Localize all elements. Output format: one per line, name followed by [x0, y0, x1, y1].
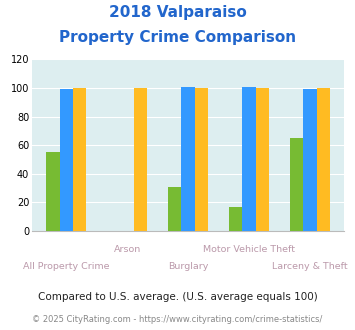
Bar — [317, 88, 330, 231]
Text: Property Crime Comparison: Property Crime Comparison — [59, 30, 296, 45]
Text: Arson: Arson — [114, 245, 141, 254]
Bar — [168, 187, 181, 231]
Text: All Property Crime: All Property Crime — [23, 262, 109, 271]
Bar — [256, 88, 269, 231]
Bar — [134, 88, 147, 231]
Text: Compared to U.S. average. (U.S. average equals 100): Compared to U.S. average. (U.S. average … — [38, 292, 317, 302]
Bar — [46, 152, 60, 231]
Bar — [290, 138, 303, 231]
Text: Motor Vehicle Theft: Motor Vehicle Theft — [203, 245, 295, 254]
Bar — [60, 89, 73, 231]
Text: 2018 Valparaiso: 2018 Valparaiso — [109, 5, 246, 20]
Bar — [242, 86, 256, 231]
Legend: Valparaiso, Indiana, National: Valparaiso, Indiana, National — [53, 326, 324, 330]
Text: Larceny & Theft: Larceny & Theft — [272, 262, 348, 271]
Text: Burglary: Burglary — [168, 262, 208, 271]
Bar — [303, 89, 317, 231]
Bar — [181, 86, 195, 231]
Text: © 2025 CityRating.com - https://www.cityrating.com/crime-statistics/: © 2025 CityRating.com - https://www.city… — [32, 315, 323, 324]
Bar — [195, 88, 208, 231]
Bar — [229, 207, 242, 231]
Bar — [73, 88, 86, 231]
